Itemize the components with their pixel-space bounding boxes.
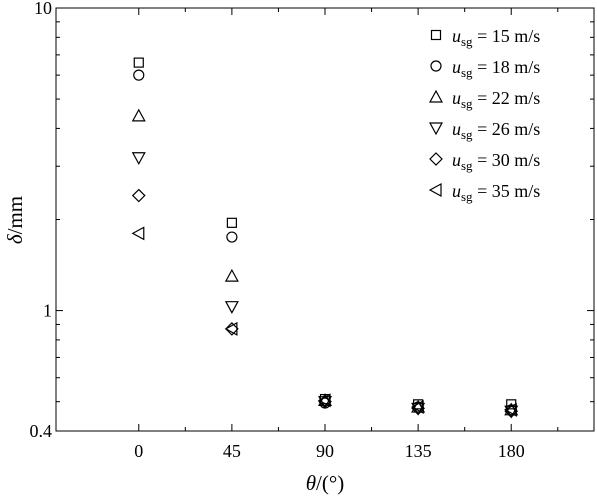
x-tick-label: 180 xyxy=(498,441,525,461)
y-axis-unit: /mm xyxy=(3,196,27,235)
x-axis-ticks: 0 45 90 135 180 xyxy=(134,8,559,461)
legend-subscript: sg xyxy=(461,96,473,111)
y-tick-label: 1 xyxy=(43,301,52,321)
x-tick-label: 135 xyxy=(405,441,432,461)
data-points xyxy=(131,57,519,419)
legend-value: = 15 m/s xyxy=(473,26,541,46)
data-point-triangle-up xyxy=(317,393,333,406)
legend-marker-triangle-left xyxy=(428,182,442,198)
legend-subscript: sg xyxy=(461,158,473,173)
data-point-triangle-down xyxy=(224,301,239,314)
y-axis-title: δ/mm xyxy=(3,196,27,244)
data-point-triangle-left xyxy=(410,400,424,415)
y-tick-label: 0.4 xyxy=(30,421,53,441)
legend-label: usg = 22 m/s xyxy=(452,88,540,111)
data-point-square xyxy=(133,57,144,68)
legend-marker-triangle-up xyxy=(428,89,444,103)
legend-subscript: sg xyxy=(461,189,473,204)
x-tick-label: 45 xyxy=(223,441,241,461)
x-tick-label: 90 xyxy=(316,441,334,461)
x-tick-label: 0 xyxy=(134,441,143,461)
legend-variable: u xyxy=(452,26,461,46)
data-point-triangle-up xyxy=(411,399,426,413)
data-point-triangle-left xyxy=(131,226,145,241)
x-axis-unit: /(°) xyxy=(316,471,344,495)
data-point-triangle-up xyxy=(504,402,519,416)
data-point-triangle-up xyxy=(224,268,239,282)
data-point-triangle-left xyxy=(317,393,331,408)
legend-marker-circle xyxy=(430,60,442,72)
legend-label: usg = 30 m/s xyxy=(452,150,540,173)
legend-variable: u xyxy=(452,150,461,170)
legend-label: usg = 18 m/s xyxy=(452,57,540,80)
data-point-diamond xyxy=(225,322,239,336)
legend-marker-diamond xyxy=(429,152,443,166)
data-point-triangle-left xyxy=(224,321,238,336)
data-point-diamond xyxy=(131,188,146,203)
legend-marker-square xyxy=(430,29,442,41)
x-axis-symbol: θ xyxy=(306,471,316,495)
y-axis-symbol: δ xyxy=(3,233,27,244)
data-point-triangle-down xyxy=(131,152,146,165)
data-point-triangle-up xyxy=(131,108,146,122)
legend-label: usg = 15 m/s xyxy=(452,26,540,49)
legend-label: usg = 35 m/s xyxy=(452,181,540,204)
legend-value: = 18 m/s xyxy=(473,57,541,77)
data-point-triangle-left xyxy=(503,402,517,417)
y-axis-ticks: 10 1 0.4 xyxy=(30,0,594,441)
y-tick-label: 10 xyxy=(34,0,52,18)
legend-subscript: sg xyxy=(461,65,473,80)
legend-subscript: sg xyxy=(461,34,473,49)
legend-variable: u xyxy=(452,88,461,108)
legend-variable: u xyxy=(452,57,461,77)
legend-value: = 35 m/s xyxy=(473,181,541,201)
data-point-circle xyxy=(226,231,238,243)
legend-marker-triangle-down xyxy=(428,122,444,136)
legend-value: = 26 m/s xyxy=(473,119,541,139)
data-point-circle xyxy=(133,69,145,81)
legend-value: = 22 m/s xyxy=(473,88,541,108)
x-axis-title: θ/(°) xyxy=(306,471,345,495)
legend-subscript: sg xyxy=(461,127,473,142)
legend-variable: u xyxy=(452,181,461,201)
legend-label: usg = 26 m/s xyxy=(452,119,540,142)
legend-value: = 30 m/s xyxy=(473,150,541,170)
legend-variable: u xyxy=(452,119,461,139)
data-point-square xyxy=(226,217,237,228)
